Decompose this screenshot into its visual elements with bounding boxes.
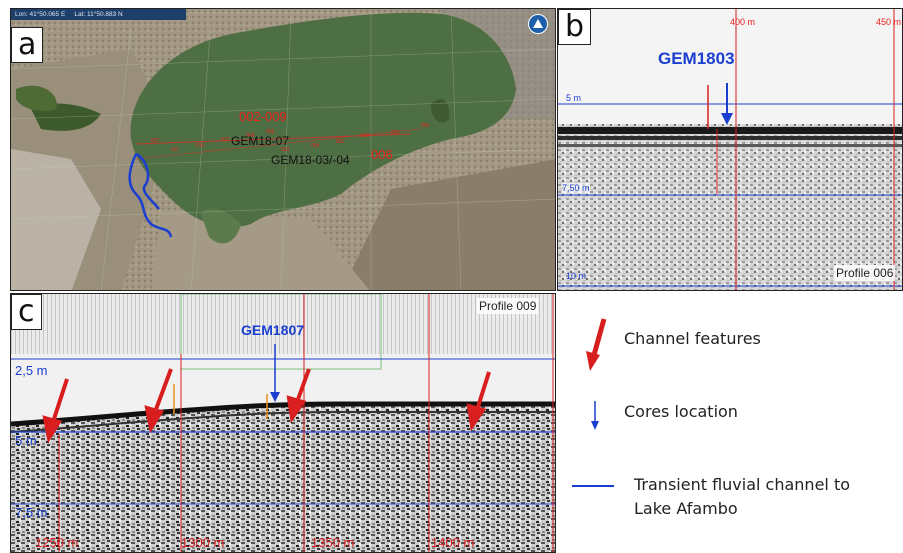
legend: Channel features Cores location Transien… [558, 293, 903, 553]
svg-text:011: 011 [171, 147, 179, 153]
radargram-c [11, 294, 555, 552]
panel-b-profile-006: b 400 m 450 m GEM1803 5 m 7,50 m 10 m Pr… [557, 8, 903, 291]
channel-arrow-symbol [586, 318, 607, 371]
coordinate-readout-bar: Lon: 41°50.065 E Lat: 11°50.883 N [11, 9, 186, 20]
profile-006-label: 006 [371, 147, 393, 162]
survey-profile-line [135, 133, 412, 145]
panel-c-profile-009: c Profile 009 GEM1807 2,5 m 5 m 7,5 m 12… [10, 293, 556, 553]
legend-fluvial-channel: Transient fluvial channel to Lake Afambo [634, 473, 850, 521]
fluvial-channel-path [128, 152, 173, 238]
depth-7-5m-c: 7,5 m [15, 505, 48, 520]
core-label-gem18-07: GEM18-07 [231, 134, 290, 148]
core-arrow-symbol [591, 401, 599, 430]
svg-text:003: 003 [281, 147, 290, 153]
depth-750m-b: 7,50 m [562, 183, 590, 193]
svg-text:008: 008 [246, 133, 255, 139]
x-1350m: 1350 m [311, 535, 355, 550]
compass-navigation-icon[interactable] [528, 14, 548, 34]
svg-text:013: 013 [196, 143, 205, 149]
legend-channel-features: Channel features [624, 329, 761, 348]
svg-text:010: 010 [361, 133, 370, 139]
lake-surface [130, 12, 516, 228]
profile-006-title: Profile 006 [834, 265, 896, 281]
svg-text:005: 005 [266, 129, 275, 135]
svg-text:004: 004 [311, 143, 320, 149]
x-1300m: 1300 m [181, 535, 225, 550]
tick-450m: 450 m [876, 17, 902, 27]
svg-text:009: 009 [421, 123, 430, 129]
legend-fluvial-line1: Transient fluvial channel to [634, 475, 850, 494]
depth-10m-b: 10 m [566, 271, 587, 281]
satellite-image: 007 011 013 012 008 005 003 004 001 010 002 009 [11, 9, 555, 290]
core-label-gem18-03-04: GEM18-03/-04 [271, 153, 350, 167]
panel-b-label: b [558, 9, 592, 45]
profile-009-title: Profile 009 [477, 298, 539, 314]
x-1250m: 1250 m [35, 535, 79, 550]
core-gem1807-label: GEM1807 [241, 322, 305, 338]
tick-400m: 400 m [730, 17, 756, 27]
x-1400m: 1400 m [431, 535, 475, 550]
depth-5m-b: 5 m [566, 93, 582, 103]
panel-c-label: c [11, 294, 42, 330]
svg-text:002: 002 [391, 130, 400, 136]
legend-symbols [572, 318, 614, 487]
legend-cores-location: Cores location [624, 402, 738, 421]
svg-text:007: 007 [151, 138, 160, 144]
core-gem1803-label: GEM1803 [658, 49, 735, 68]
radargram-b [558, 9, 902, 290]
legend-fluvial-line2: Lake Afambo [634, 499, 738, 518]
coord-lat: Lat: 11°50.883 N [74, 11, 123, 18]
svg-text:001: 001 [336, 139, 345, 145]
depth-2-5m-c: 2,5 m [15, 363, 48, 378]
svg-text:012: 012 [221, 137, 230, 143]
coord-lon: Lon: 41°50.065 E [15, 11, 66, 18]
depth-5m-c: 5 m [15, 433, 37, 448]
panel-a-satellite-map: 007 011 013 012 008 005 003 004 001 010 002 009 … [10, 8, 556, 291]
panel-a-label: a [11, 27, 44, 63]
site-range-label: 002-009 [239, 109, 287, 124]
